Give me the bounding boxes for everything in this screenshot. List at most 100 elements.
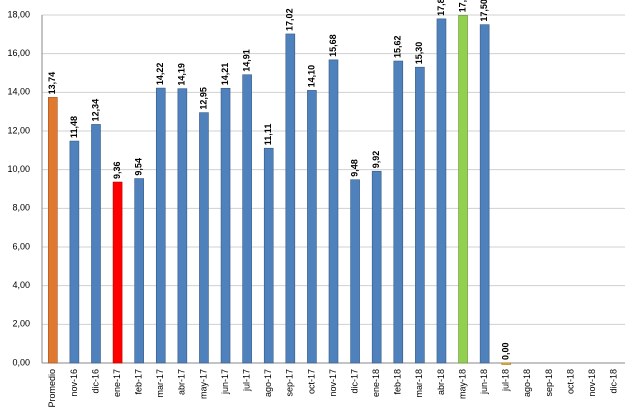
bar-group bbox=[69, 140, 80, 364]
bar-group bbox=[155, 87, 166, 364]
bar bbox=[350, 179, 360, 364]
x-tick-label: feb-18 bbox=[393, 369, 403, 395]
x-tick-label: nov-16 bbox=[69, 369, 79, 397]
value-label: 9,92 bbox=[371, 151, 381, 169]
y-tick-label: 16,00 bbox=[7, 48, 30, 58]
value-label: 12,34 bbox=[90, 99, 100, 122]
value-label: 9,36 bbox=[112, 162, 122, 180]
x-tick-label: sep-17 bbox=[285, 369, 295, 397]
bar bbox=[134, 178, 144, 364]
x-tick-label: abr-17 bbox=[177, 369, 187, 395]
bar bbox=[112, 181, 123, 364]
bar-group bbox=[501, 362, 512, 365]
bar-group bbox=[263, 147, 274, 364]
value-label: 17,02 bbox=[285, 8, 295, 31]
x-tick-label: jul-18 bbox=[501, 369, 511, 392]
x-tick-label: jul-17 bbox=[242, 369, 252, 392]
bar-group bbox=[371, 170, 382, 364]
bar bbox=[69, 140, 80, 364]
y-tick-label: 4,00 bbox=[12, 280, 30, 290]
bar bbox=[91, 124, 101, 364]
bar-group bbox=[242, 74, 252, 364]
bar-group bbox=[350, 179, 360, 364]
bar bbox=[242, 74, 252, 364]
value-label: 14,21 bbox=[220, 63, 230, 86]
bar bbox=[436, 18, 447, 364]
x-tick-label: dic-16 bbox=[90, 369, 100, 394]
bar bbox=[501, 362, 512, 365]
bar bbox=[220, 87, 231, 364]
x-tick-label: dic-18 bbox=[609, 369, 619, 394]
bar-group bbox=[134, 178, 144, 364]
value-label: 15,30 bbox=[414, 42, 424, 65]
bar bbox=[328, 59, 339, 364]
x-tick-label: abr-18 bbox=[436, 369, 446, 395]
bar-group bbox=[112, 181, 123, 364]
x-tick-label: dic-17 bbox=[349, 369, 359, 394]
value-label: 15,68 bbox=[328, 34, 338, 57]
x-tick-label: ene-18 bbox=[371, 369, 381, 397]
y-tick-label: 10,00 bbox=[7, 164, 30, 174]
value-label: 11,11 bbox=[263, 124, 273, 146]
bar bbox=[263, 147, 274, 364]
bar bbox=[307, 90, 317, 364]
y-tick-label: 6,00 bbox=[12, 241, 30, 251]
bar bbox=[199, 112, 209, 364]
bar bbox=[458, 15, 468, 364]
y-tick-label: 2,00 bbox=[12, 319, 30, 329]
y-tick-label: 8,00 bbox=[12, 203, 30, 213]
bar-group bbox=[47, 97, 58, 364]
value-label: 12,95 bbox=[198, 87, 208, 110]
bar-group bbox=[91, 124, 101, 364]
bar bbox=[285, 33, 296, 364]
x-tick-label: sep-18 bbox=[544, 369, 554, 397]
x-tick-label: mar-17 bbox=[155, 369, 165, 398]
x-tick-label: nov-17 bbox=[328, 369, 338, 397]
y-tick-label: 18,00 bbox=[7, 9, 30, 19]
x-tick-label: ago-18 bbox=[522, 369, 532, 397]
bar bbox=[177, 88, 188, 364]
bar-group bbox=[458, 15, 468, 364]
bar bbox=[415, 66, 425, 364]
value-label: 13,74 bbox=[47, 72, 57, 95]
y-tick-label: 14,00 bbox=[7, 87, 30, 97]
y-tick-label: 0,00 bbox=[12, 357, 30, 367]
y-tick-label: 12,00 bbox=[7, 125, 30, 135]
value-label: 14,10 bbox=[306, 65, 316, 88]
value-label: 15,62 bbox=[393, 35, 403, 58]
bar bbox=[393, 60, 404, 364]
value-label: 14,19 bbox=[177, 63, 187, 86]
bar-group bbox=[307, 90, 317, 364]
x-tick-label: ago-17 bbox=[263, 369, 273, 397]
bar-group bbox=[220, 87, 231, 364]
bar-group bbox=[479, 24, 490, 364]
x-tick-label: jun-18 bbox=[479, 369, 489, 395]
value-label: 14,22 bbox=[155, 63, 165, 86]
value-label: 9,48 bbox=[349, 159, 359, 177]
bar-group bbox=[177, 88, 188, 364]
value-label: 17,80 bbox=[436, 0, 446, 16]
bar bbox=[479, 24, 490, 364]
x-tick-label: mar-18 bbox=[414, 369, 424, 398]
x-tick-label: may-17 bbox=[198, 369, 208, 399]
x-tick-label: jun-17 bbox=[220, 369, 230, 395]
x-tick-label: ene-17 bbox=[112, 369, 122, 397]
value-label: 0,00 bbox=[501, 342, 511, 360]
bar-group bbox=[199, 112, 209, 364]
bar-group bbox=[436, 18, 447, 364]
x-tick-label: oct-18 bbox=[565, 369, 575, 394]
bar bbox=[47, 97, 58, 364]
bar-group bbox=[328, 59, 339, 364]
x-tick-label: feb-17 bbox=[134, 369, 144, 395]
x-tick-label: Promedio bbox=[47, 369, 57, 408]
value-label: 14,91 bbox=[242, 49, 252, 72]
x-tick-label: oct-17 bbox=[306, 369, 316, 394]
bar bbox=[155, 87, 166, 364]
value-label: 9,54 bbox=[134, 158, 144, 176]
value-label: 11,48 bbox=[69, 116, 79, 138]
bar bbox=[371, 170, 382, 364]
bar-group bbox=[415, 66, 425, 364]
value-label: 17,50 bbox=[479, 0, 489, 22]
bar-group bbox=[393, 60, 404, 364]
